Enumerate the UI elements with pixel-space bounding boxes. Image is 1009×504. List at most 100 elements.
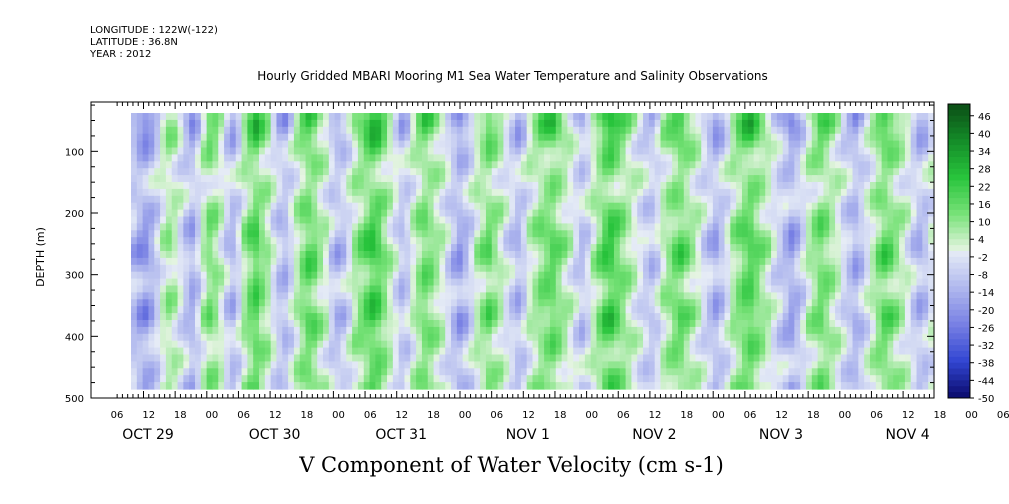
heatmap-cell bbox=[782, 147, 790, 155]
heatmap-cell bbox=[579, 113, 586, 121]
heatmap-cell bbox=[701, 368, 708, 376]
heatmap-cell bbox=[293, 271, 301, 280]
heatmap-cell bbox=[421, 320, 429, 328]
heatmap-cell bbox=[282, 119, 289, 128]
heatmap-cell bbox=[439, 292, 446, 300]
heatmap-cell bbox=[369, 251, 376, 259]
heatmap-cell bbox=[131, 237, 138, 245]
heatmap-cell bbox=[474, 368, 481, 376]
heatmap-cell bbox=[648, 375, 656, 383]
heatmap-cell bbox=[229, 119, 237, 128]
heatmap-cell bbox=[619, 333, 627, 342]
heatmap-cell bbox=[846, 320, 854, 328]
heatmap-cell bbox=[311, 271, 318, 280]
heatmap-cell bbox=[712, 306, 720, 314]
heatmap-cell bbox=[811, 195, 819, 204]
heatmap-cell bbox=[247, 126, 254, 135]
heatmap-cell bbox=[817, 119, 825, 128]
heatmap-cell bbox=[701, 147, 708, 155]
heatmap-cell bbox=[794, 216, 801, 224]
heatmap-cell bbox=[515, 195, 522, 204]
heatmap-cell bbox=[305, 251, 312, 259]
heatmap-cell bbox=[375, 326, 382, 335]
heatmap-cell bbox=[253, 154, 260, 162]
heatmap-cell bbox=[427, 285, 435, 293]
heatmap-cell bbox=[520, 126, 528, 135]
heatmap-cell bbox=[323, 368, 330, 376]
heatmap-cell bbox=[590, 168, 598, 176]
heatmap-cell bbox=[579, 326, 586, 335]
heatmap-cell bbox=[584, 292, 592, 300]
heatmap-cell bbox=[846, 285, 854, 293]
heatmap-cell bbox=[625, 223, 633, 231]
heatmap-cell bbox=[509, 195, 516, 204]
heatmap-cell bbox=[468, 333, 475, 342]
heatmap-cell bbox=[241, 368, 248, 376]
heatmap-cell bbox=[654, 182, 662, 190]
heatmap-cell bbox=[404, 271, 411, 280]
heatmap-cell bbox=[590, 326, 598, 335]
heatmap-cell bbox=[259, 257, 266, 266]
heatmap-cell bbox=[398, 175, 406, 183]
heatmap-cell bbox=[212, 313, 219, 321]
heatmap-cell bbox=[427, 340, 435, 349]
heatmap-cell bbox=[579, 271, 586, 280]
heatmap-cell bbox=[142, 271, 150, 280]
heatmap-cell bbox=[567, 251, 574, 259]
heatmap-cell bbox=[416, 347, 423, 356]
heatmap-cell bbox=[247, 320, 254, 328]
heatmap-cell bbox=[549, 202, 557, 211]
heatmap-cell bbox=[480, 154, 487, 162]
heatmap-cell bbox=[317, 361, 324, 369]
heatmap-cell bbox=[840, 257, 848, 266]
heatmap-cell bbox=[206, 292, 214, 300]
heatmap-cell bbox=[602, 237, 609, 245]
heatmap-cell bbox=[567, 147, 574, 155]
heatmap-cell bbox=[264, 285, 272, 293]
heatmap-cell bbox=[835, 140, 842, 149]
heatmap-cell bbox=[544, 140, 551, 149]
heatmap-cell bbox=[357, 313, 365, 321]
heatmap-cell bbox=[567, 223, 574, 231]
heatmap-cell bbox=[654, 333, 662, 342]
heatmap-cell bbox=[701, 292, 708, 300]
heatmap-cell bbox=[800, 209, 807, 218]
heatmap-cell bbox=[293, 237, 301, 245]
heatmap-cell bbox=[445, 140, 452, 149]
heatmap-cell bbox=[398, 216, 406, 224]
heatmap-cell bbox=[142, 182, 150, 190]
heatmap-cell bbox=[480, 313, 487, 321]
heatmap-cell bbox=[235, 271, 243, 280]
heatmap-cell bbox=[200, 244, 208, 252]
heatmap-cell bbox=[416, 147, 423, 155]
heatmap-cell bbox=[439, 299, 446, 307]
heatmap-cell bbox=[485, 285, 493, 293]
heatmap-cell bbox=[276, 119, 283, 128]
heatmap-cell bbox=[759, 299, 766, 307]
heatmap-cell bbox=[538, 237, 545, 245]
heatmap-cell bbox=[305, 333, 312, 342]
heatmap-cell bbox=[480, 175, 487, 183]
heatmap-cell bbox=[451, 195, 458, 204]
heatmap-cell bbox=[747, 182, 755, 190]
heatmap-cell bbox=[293, 230, 301, 238]
heatmap-cell bbox=[340, 119, 347, 128]
heatmap-cell bbox=[148, 264, 155, 273]
heatmap-cell bbox=[613, 264, 621, 273]
heatmap-cell bbox=[154, 182, 161, 190]
heatmap-cell bbox=[136, 285, 144, 293]
heatmap-cell bbox=[363, 182, 371, 190]
heatmap-cell bbox=[724, 333, 731, 342]
heatmap-cell bbox=[637, 140, 644, 149]
heatmap-cell bbox=[346, 230, 353, 238]
heatmap-cell bbox=[538, 147, 545, 155]
heatmap-cell bbox=[305, 368, 312, 376]
heatmap-cell bbox=[590, 333, 598, 342]
heatmap-cell bbox=[561, 202, 569, 211]
heatmap-cell bbox=[154, 299, 161, 307]
heatmap-cell bbox=[445, 251, 452, 259]
heatmap-cell bbox=[340, 333, 347, 342]
heatmap-cell bbox=[171, 244, 179, 252]
heatmap-cell bbox=[538, 271, 545, 280]
heatmap-cell bbox=[451, 320, 458, 328]
